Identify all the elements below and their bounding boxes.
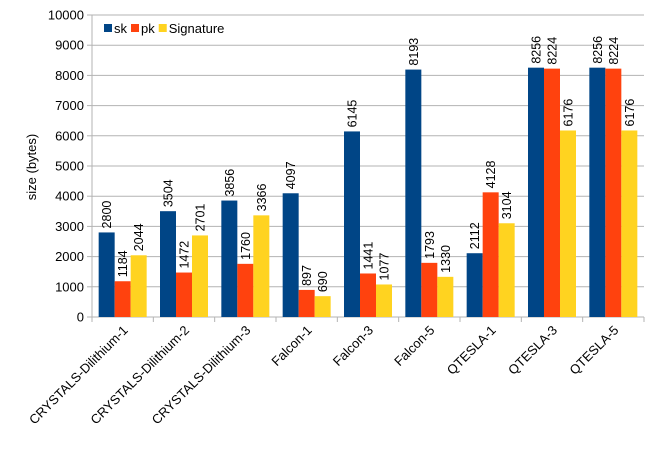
x-tick-label: CRYSTALS-Dilithium-2 [87, 323, 192, 428]
bar-sk [405, 69, 422, 317]
x-tick-label: CRYSTALS-Dilithium-1 [26, 323, 131, 428]
bar-pk [421, 262, 438, 317]
y-tick-label: 5000 [55, 159, 84, 174]
bar-sk [98, 232, 115, 317]
legend-swatch [158, 24, 167, 32]
data-label: 6176 [623, 99, 637, 127]
data-label: 3104 [500, 191, 514, 219]
data-label: 2112 [468, 222, 482, 249]
bar-signature [437, 276, 454, 317]
data-label: 1184 [116, 250, 130, 277]
bar-sk [528, 67, 544, 318]
data-label: 6145 [346, 100, 360, 128]
legend-label: sk [114, 21, 128, 36]
data-label: 1330 [439, 245, 453, 273]
data-label: 8224 [607, 37, 621, 65]
legend-swatch [131, 24, 139, 32]
legend-swatch [104, 24, 112, 32]
legend-label: Signature [169, 21, 225, 36]
bar-pk [176, 272, 192, 317]
bar-signature [192, 235, 208, 317]
bar-signature [376, 284, 392, 317]
data-label: 4097 [284, 161, 298, 189]
bar-pk [298, 289, 315, 317]
x-tick-label: QTESLA-1 [444, 323, 499, 378]
data-label: 3366 [255, 183, 269, 211]
x-tick-label: Falcon-3 [330, 323, 376, 369]
bar-signature [253, 215, 270, 317]
data-label: 8256 [591, 36, 605, 64]
x-tick-label: QTESLA-5 [566, 323, 621, 378]
bar-signature [314, 296, 331, 317]
data-label: 1760 [239, 232, 253, 260]
bar-pk [237, 263, 254, 317]
y-tick-label: 3000 [55, 219, 84, 234]
legend-label: pk [141, 21, 155, 36]
bar-sk [344, 131, 360, 317]
bar-pk [605, 68, 622, 318]
bar-pk [114, 281, 131, 317]
x-tick-label: Falcon-5 [391, 323, 437, 369]
x-tick-label: QTESLA-3 [505, 323, 560, 378]
bar-signature [560, 130, 576, 317]
data-label: 2800 [100, 201, 114, 229]
bars [98, 67, 638, 318]
bar-sk [221, 200, 238, 317]
bar-sk [589, 67, 606, 318]
y-tick-label: 7000 [55, 98, 84, 113]
bar-pk [544, 68, 560, 318]
data-label: 897 [300, 265, 314, 286]
bar-signature [498, 223, 515, 317]
bar-pk [482, 192, 499, 317]
bar-pk [360, 273, 376, 317]
legend: sk pk Signature [104, 21, 224, 36]
y-tick-label: 0 [77, 310, 84, 325]
x-tick-label: CRYSTALS-Dilithium-3 [149, 323, 254, 428]
data-label: 690 [316, 271, 330, 292]
bar-sk [282, 193, 299, 317]
data-label: 1077 [378, 253, 392, 281]
data-label: 2044 [132, 223, 146, 251]
data-label: 2701 [194, 204, 208, 232]
x-tick-label: Falcon-1 [268, 323, 314, 369]
y-axis-label: size (bytes) [24, 134, 39, 200]
data-label: 1472 [178, 241, 192, 269]
data-label: 1793 [423, 231, 437, 259]
data-label: 3856 [223, 169, 237, 197]
bar-signature [621, 130, 638, 317]
data-label: 8224 [546, 37, 560, 65]
bar-signature [130, 255, 147, 317]
data-label: 1441 [362, 242, 376, 270]
data-label: 3504 [162, 179, 176, 207]
y-tick-label: 1000 [55, 279, 84, 294]
y-tick-label: 9000 [55, 38, 84, 53]
y-tick-label: 6000 [55, 128, 84, 143]
y-tick-label: 4000 [55, 189, 84, 204]
y-tick-label: 2000 [55, 249, 84, 264]
bar-sk [466, 253, 483, 317]
data-label: 8256 [530, 36, 544, 64]
data-label: 6176 [562, 99, 576, 127]
y-tick-label: 8000 [55, 68, 84, 83]
data-label: 4128 [484, 160, 498, 188]
bar-sk [160, 211, 176, 317]
data-label: 8193 [407, 38, 421, 66]
y-tick-label: 10000 [48, 8, 84, 23]
